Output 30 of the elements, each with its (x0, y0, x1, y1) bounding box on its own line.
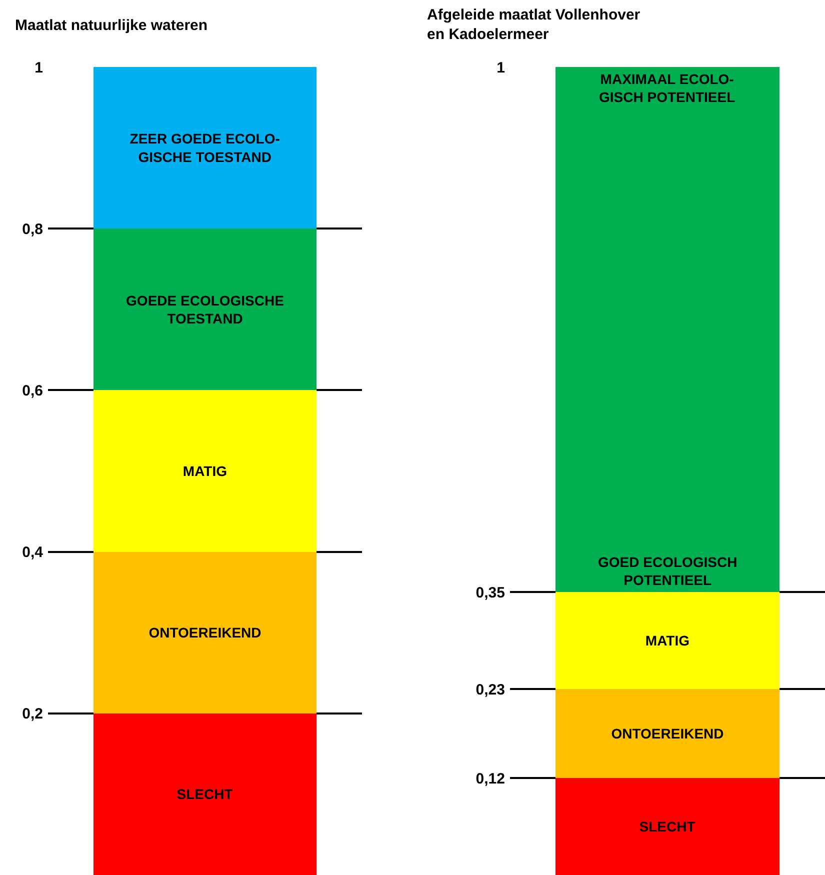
series-label: ZEER GOEDE ECOLO- GISCHE TOESTAND (130, 130, 280, 165)
y-tick-label: 0,2 (22, 706, 43, 723)
bar (556, 689, 780, 778)
chart-title: Maatlat natuurlijke wateren (15, 16, 208, 34)
y-tick-label: 1 (34, 59, 43, 76)
bar (556, 592, 780, 690)
bar (556, 778, 780, 875)
chart-title: Afgeleide maatlat Vollenhover en Kadoelermeer (427, 6, 640, 43)
annotation: MAXIMAAL ECOLO- GISCH POTENTIEEL (599, 71, 736, 106)
y-tick-label: 0,12 (476, 770, 505, 788)
series-label: SLECHT (176, 786, 234, 802)
series-label: MATIG (182, 463, 228, 479)
bar (94, 228, 316, 390)
y-tick-label: 0,6 (22, 382, 43, 400)
series-label: GOEDE ECOLOGISCHE TOESTAND (126, 292, 284, 326)
series-label: ONTOEREIKEND (611, 726, 724, 742)
bar (94, 713, 316, 875)
bar (94, 552, 316, 714)
annotation: GOED ECOLOGISCH POTENTIEEL (598, 554, 738, 588)
y-tick-label: 1 (496, 59, 505, 76)
y-tick-label: 0,4 (22, 544, 44, 562)
y-tick-label: 0,23 (476, 681, 505, 698)
series-label: MATIG (645, 632, 690, 649)
series-label: SLECHT (639, 818, 696, 835)
y-tick-label: 0,35 (476, 584, 505, 602)
bar (94, 390, 316, 552)
bar (556, 67, 780, 592)
y-tick-label: 0,8 (22, 220, 43, 238)
series-label: ONTOEREIKEND (148, 624, 262, 641)
bar (94, 67, 316, 229)
